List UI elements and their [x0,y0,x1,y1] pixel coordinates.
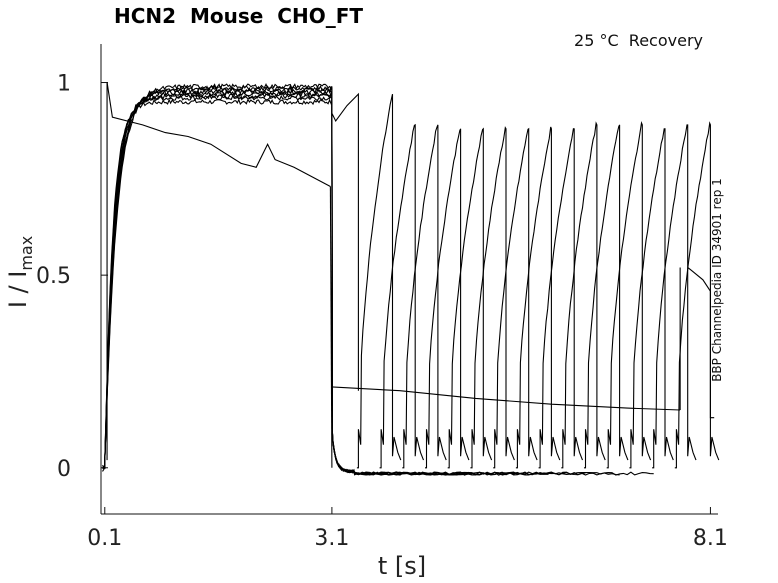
rundown-drop-line [329,186,333,468]
y-tick-label: 0 [57,457,71,482]
recovery-pulse-line [447,127,493,469]
y-tick-label: 0.5 [36,264,71,289]
recovery-pulse-line [652,124,697,469]
tail-trace-line [331,386,681,411]
y-axis-label: I / Imax [4,236,36,308]
hump-trace-line [331,92,359,391]
recovery-pulse-line [584,124,629,469]
recovery-pulse-line [538,128,584,469]
y-axis-label-sub: max [16,235,36,271]
activation-sweep-line [102,98,416,476]
x-tick-label: 8.1 [693,526,728,551]
recovery-pulse-line [561,121,606,469]
x-tick-label: 0.1 [87,526,122,551]
chart-title: HCN2 Mouse CHO_FT [114,4,363,28]
activation-sweep-line [102,88,552,476]
y-axis-label-main: I / I [4,270,33,309]
recovery-pulse-line [425,128,470,469]
y-tick-label: 1 [57,72,71,97]
late-trace-line [687,266,715,419]
recovery-pulse-line [379,123,425,469]
source-label: BBP Channelpedia ID 34901 rep 1 [710,178,724,382]
recovery-pulse-line [515,126,561,469]
activation-sweep-line [102,82,654,476]
x-axis-label: t [s] [377,552,427,580]
activation-sweep-line [102,90,518,476]
x-tick-label: 3.1 [314,526,349,551]
activation-sweep-line [102,94,450,476]
activation-sweep-line [102,92,484,476]
activation-sweep-line [102,86,586,476]
recovery-pulse-line [470,126,515,469]
rundown-trace-line [106,82,331,187]
condition-annotation: 25 °C Recovery [574,31,703,50]
recovery-pulse-line [402,124,447,469]
recovery-pulse-line [629,128,674,469]
recovery-pulse-line [356,93,402,469]
recovery-pulse-line [606,120,652,469]
recovery-pulse-line [493,127,538,469]
